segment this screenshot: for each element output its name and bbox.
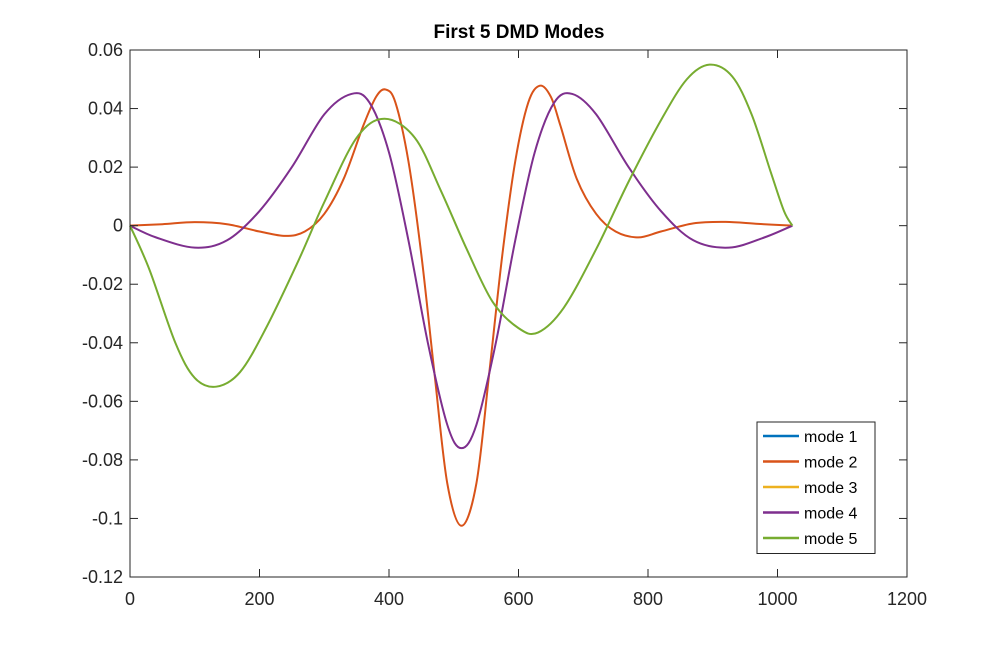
- legend-label-mode-4: mode 4: [804, 506, 857, 523]
- x-tick-label: 200: [244, 589, 274, 609]
- x-tick-label: 1200: [887, 589, 927, 609]
- series-line-mode-4: [129, 92, 793, 450]
- y-tick-label: -0.02: [82, 274, 123, 294]
- x-tick-label: 0: [125, 589, 135, 609]
- legend: mode 1 mode 2 mode 3 mode 4 mode 5: [756, 421, 876, 554]
- series-line-mode-2: [129, 84, 793, 527]
- y-axis: -0.12 -0.1 -0.08 -0.06 -0.04 -0.02 0 0.02 0.04 0.…: [82, 40, 907, 587]
- y-tick-label: 0: [113, 216, 123, 236]
- y-tick-label: 0.02: [88, 157, 123, 177]
- x-tick-label: 400: [374, 589, 404, 609]
- y-tick-label: -0.06: [82, 391, 123, 411]
- chart-title: First 5 DMD Modes: [433, 22, 604, 43]
- y-tick-label: -0.1: [92, 508, 123, 528]
- x-axis: 0 200 400 600 800 1000 1200: [125, 50, 927, 609]
- y-tick-label: 0.04: [88, 99, 123, 119]
- series-lines: [129, 63, 794, 527]
- x-tick-label: 600: [503, 589, 533, 609]
- legend-label-mode-5: mode 5: [804, 531, 857, 548]
- legend-label-mode-1: mode 1: [804, 429, 857, 446]
- y-tick-label: -0.08: [82, 450, 123, 470]
- y-tick-label: 0.06: [88, 40, 123, 60]
- legend-label-mode-3: mode 3: [804, 480, 857, 497]
- series-line-mode-5: [129, 63, 794, 388]
- y-tick-label: -0.04: [82, 333, 123, 353]
- x-tick-label: 800: [633, 589, 663, 609]
- y-tick-label: -0.12: [82, 567, 123, 587]
- legend-label-mode-2: mode 2: [804, 455, 857, 472]
- x-tick-label: 1000: [757, 589, 797, 609]
